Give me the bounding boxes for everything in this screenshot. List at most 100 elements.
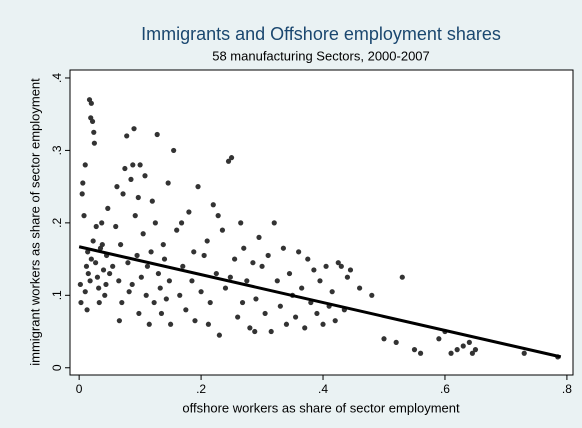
- point: [142, 173, 148, 179]
- point: [161, 256, 168, 262]
- point: [93, 260, 99, 266]
- point: [183, 307, 189, 313]
- point: [292, 314, 299, 320]
- point: [189, 278, 195, 284]
- point: [118, 241, 124, 248]
- point: [192, 318, 198, 324]
- point: [155, 270, 162, 277]
- point: [168, 321, 174, 327]
- x-tick-label: .4: [318, 382, 328, 396]
- point: [135, 194, 141, 201]
- point: [125, 260, 131, 266]
- point: [157, 285, 163, 291]
- point: [163, 296, 169, 302]
- point: [232, 256, 238, 262]
- point: [262, 310, 268, 317]
- point: [265, 252, 271, 259]
- point: [186, 209, 192, 215]
- point: [299, 285, 305, 291]
- point: [198, 289, 204, 295]
- point: [158, 310, 165, 317]
- point: [144, 263, 151, 269]
- point: [227, 274, 233, 280]
- point: [81, 213, 87, 219]
- point: [219, 227, 226, 233]
- point: [335, 260, 341, 266]
- y-axis-label: immigrant workers as share of sector emp…: [27, 78, 42, 366]
- point: [151, 299, 157, 306]
- point: [131, 126, 137, 132]
- point: [80, 180, 86, 186]
- point: [191, 249, 197, 255]
- point: [311, 267, 317, 273]
- point: [96, 299, 102, 306]
- point: [126, 289, 132, 295]
- point: [239, 299, 246, 306]
- point: [247, 325, 253, 331]
- point: [222, 285, 229, 291]
- point: [140, 231, 146, 237]
- point: [177, 292, 183, 298]
- point: [274, 278, 280, 284]
- point: [204, 238, 210, 244]
- point: [241, 245, 247, 251]
- point: [256, 234, 262, 240]
- point: [344, 274, 351, 280]
- point: [320, 321, 326, 327]
- point: [210, 202, 216, 208]
- point: [323, 263, 329, 269]
- point: [228, 155, 235, 161]
- point: [338, 263, 344, 269]
- point: [91, 140, 97, 146]
- point: [137, 162, 143, 168]
- point: [138, 274, 144, 280]
- y-tick-label: .2: [50, 218, 64, 228]
- x-tick-label: .8: [562, 382, 572, 396]
- point: [122, 165, 128, 172]
- point: [165, 180, 171, 186]
- point: [132, 213, 138, 219]
- point: [174, 227, 180, 233]
- point: [136, 310, 142, 317]
- point: [238, 220, 244, 226]
- x-tick-label: .2: [196, 382, 206, 396]
- point: [96, 285, 102, 291]
- point: [152, 220, 158, 226]
- point: [250, 260, 256, 266]
- point: [154, 131, 160, 138]
- point: [102, 292, 108, 298]
- point: [128, 176, 134, 182]
- point: [195, 184, 201, 190]
- point: [347, 267, 354, 273]
- point: [296, 249, 302, 255]
- point: [103, 281, 109, 288]
- point: [107, 270, 113, 277]
- fit-line: [78, 245, 562, 359]
- point: [277, 303, 283, 309]
- point: [283, 321, 290, 327]
- point: [180, 263, 186, 269]
- point: [110, 263, 116, 269]
- point: [105, 205, 111, 211]
- chart-title: Immigrants and Offshore employment share…: [141, 24, 501, 44]
- point: [305, 256, 311, 262]
- point: [393, 339, 399, 345]
- plot-area: [69, 69, 574, 376]
- point: [113, 223, 119, 230]
- point: [454, 347, 460, 353]
- point: [91, 129, 97, 135]
- point: [94, 274, 101, 280]
- x-axis-label: offshore workers as share of sector empl…: [182, 400, 460, 415]
- point: [448, 350, 454, 356]
- y-tick-label: .3: [50, 145, 64, 155]
- point: [357, 285, 363, 291]
- point: [235, 314, 241, 320]
- point: [213, 270, 219, 277]
- point: [130, 162, 136, 168]
- point: [77, 281, 83, 288]
- point: [146, 321, 152, 327]
- point: [244, 278, 250, 284]
- point: [116, 278, 122, 284]
- point: [79, 191, 85, 197]
